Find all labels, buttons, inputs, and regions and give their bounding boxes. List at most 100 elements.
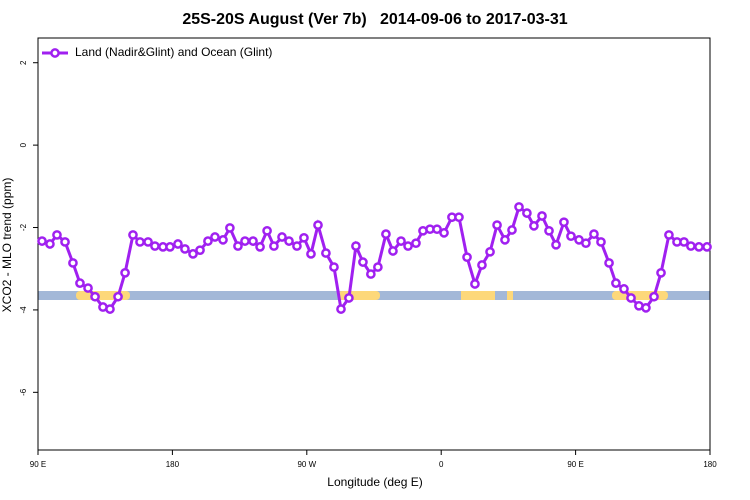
data-point — [68, 258, 78, 268]
data-point — [351, 241, 361, 251]
y-tick-label: -2 — [19, 223, 28, 231]
data-point — [432, 224, 442, 235]
y-tick-label: -4 — [19, 306, 28, 314]
data-point — [120, 267, 130, 278]
data-point — [649, 291, 659, 302]
data-point — [551, 239, 561, 250]
data-point — [411, 238, 421, 249]
data-point — [611, 278, 621, 288]
data-point — [203, 236, 213, 246]
data-point — [492, 220, 502, 230]
legend-label: Land (Nadir&Glint) and Ocean (Glint) — [75, 45, 272, 59]
data-point — [641, 303, 651, 313]
data-point — [336, 304, 346, 314]
data-point — [366, 269, 376, 279]
data-point — [195, 245, 205, 256]
land-patch — [612, 291, 668, 300]
land-ocean-strip — [38, 291, 710, 300]
data-point — [255, 242, 265, 252]
data-point — [150, 241, 160, 251]
data-point — [439, 228, 449, 238]
data-point — [485, 246, 495, 257]
data-point — [403, 241, 413, 251]
chart-title: 25S-20S August (Ver 7b) 2014-09-06 to 20… — [182, 11, 567, 28]
x-tick-label: 180 — [166, 460, 180, 469]
data-point — [589, 229, 599, 239]
data-point — [60, 237, 70, 247]
data-point — [702, 242, 712, 252]
data-point — [381, 229, 391, 239]
data-point — [388, 246, 398, 256]
data-point — [544, 225, 554, 236]
x-axis-label: Longitude (deg E) — [327, 475, 422, 489]
data-point — [679, 237, 689, 247]
data-point — [344, 293, 354, 303]
data-point — [604, 258, 614, 268]
data-point — [180, 244, 190, 254]
data-point — [225, 223, 235, 233]
data-point — [277, 232, 287, 242]
data-point — [581, 238, 591, 249]
data-point — [462, 252, 472, 263]
x-tick-label: 180 — [703, 460, 717, 469]
data-point — [514, 202, 524, 212]
legend-marker — [50, 48, 60, 58]
data-point — [529, 221, 539, 231]
y-axis-label: XCO2 - MLO trend (ppm) — [0, 178, 14, 313]
x-tick-label: 90 W — [297, 460, 316, 469]
x-tick-label: 0 — [439, 460, 444, 469]
data-point — [500, 235, 510, 245]
data-point — [113, 291, 123, 302]
data-point — [522, 208, 532, 218]
data-point — [566, 231, 576, 242]
data-point — [358, 257, 368, 267]
data-point — [105, 304, 115, 314]
data-point — [262, 225, 272, 236]
data-point — [321, 248, 331, 258]
data-point — [664, 230, 674, 240]
data-point — [90, 291, 100, 302]
land-patch — [461, 291, 495, 300]
data-point — [373, 262, 383, 272]
data-point — [329, 262, 339, 272]
data-point — [240, 236, 250, 246]
data-point — [306, 249, 316, 259]
data-point — [470, 279, 480, 289]
data-point — [75, 278, 85, 288]
data-point — [143, 237, 153, 247]
y-tick-label: 2 — [19, 60, 28, 65]
data-point — [292, 241, 302, 251]
data-point — [52, 230, 62, 240]
data-point — [173, 239, 183, 249]
data-point — [596, 237, 606, 247]
x-tick-label: 90 E — [567, 460, 583, 469]
data-point — [313, 220, 323, 230]
data-point — [218, 235, 228, 245]
data-point — [299, 232, 309, 243]
data-point — [694, 242, 704, 252]
data-point — [537, 211, 547, 221]
data-point — [233, 241, 243, 251]
data-point — [507, 225, 517, 235]
y-tick-label: -6 — [19, 388, 28, 396]
data-point — [454, 212, 464, 223]
data-point — [626, 293, 636, 303]
data-point — [45, 239, 55, 249]
data-point — [284, 236, 294, 246]
data-point — [619, 284, 629, 294]
data-point — [83, 283, 93, 293]
data-point — [269, 241, 279, 251]
data-point — [210, 232, 220, 242]
data-point — [165, 242, 175, 252]
data-point — [686, 241, 696, 251]
y-tick-label: 0 — [19, 142, 28, 147]
data-point — [396, 236, 406, 246]
data-point — [135, 237, 145, 247]
data-point — [128, 230, 138, 240]
data-point — [656, 267, 666, 278]
data-point — [477, 260, 487, 270]
land-patch — [507, 291, 513, 300]
data-point — [188, 249, 198, 259]
data-point — [248, 236, 258, 246]
